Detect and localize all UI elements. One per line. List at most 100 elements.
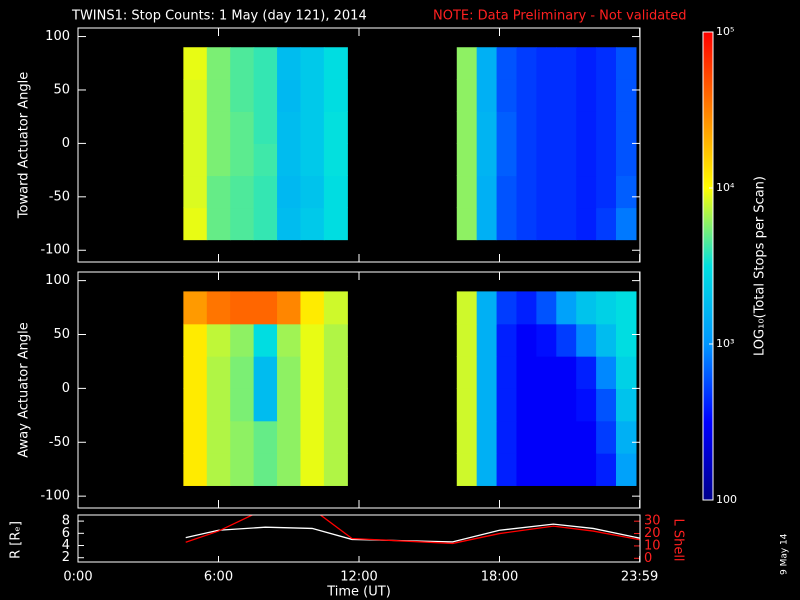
heatmap-cell [536, 79, 557, 112]
heatmap-cell [496, 207, 518, 241]
heatmap-cell [206, 143, 231, 177]
heatmap-cell [576, 453, 597, 486]
heatmap-cell [576, 356, 597, 389]
heatmap-cell [496, 453, 518, 486]
y-axis-label: Away Actuator Angle [17, 322, 32, 457]
heatmap-cell [253, 323, 278, 357]
y-tick-label: -50 [49, 435, 70, 450]
heatmap-cell [323, 356, 348, 389]
heatmap-cell [183, 79, 208, 112]
heatmap-cell [536, 111, 557, 144]
heatmap-cell [536, 47, 557, 80]
heatmap-cell [323, 323, 348, 357]
colorbar-label: LOG₁₀(Total Stops per Scan) [753, 176, 768, 356]
heatmap-cell [183, 143, 208, 177]
heatmap-cell [615, 388, 637, 422]
series-line [185, 515, 640, 545]
heatmap-cell [556, 175, 577, 209]
heatmap-cell [536, 453, 557, 486]
y-tick-label: 100 [45, 273, 70, 288]
heatmap-cell [230, 47, 255, 80]
heatmap-cell [456, 291, 478, 325]
heatmap-cell [253, 79, 278, 112]
heatmap-cell [476, 47, 498, 80]
heatmap-cell [496, 79, 518, 112]
heatmap-cell [300, 420, 325, 454]
heatmap-cell [456, 79, 478, 112]
heatmap-cell [277, 79, 302, 112]
heatmap-cell [496, 143, 518, 177]
heatmap-cell [536, 207, 557, 241]
heatmap-cell [300, 111, 325, 144]
heatmap-cell [536, 356, 557, 389]
heatmap-cell [556, 420, 577, 454]
colorbar-tick-label: 10⁵ [716, 25, 734, 38]
heatmap-cell [516, 420, 537, 454]
heatmap-cell [300, 356, 325, 389]
heatmap-cell [277, 111, 302, 144]
heatmap-cell [556, 79, 577, 112]
heatmap-cell [230, 111, 255, 144]
heatmap-cell [516, 207, 537, 241]
heatmap-cell [183, 175, 208, 209]
heatmap-cell [556, 207, 577, 241]
heatmap-cell [456, 420, 478, 454]
y-tick-label: 100 [45, 29, 70, 44]
heatmap-cell [496, 175, 518, 209]
heatmap-cell [556, 453, 577, 486]
heatmap-cell [615, 453, 637, 486]
heatmap-cell [615, 47, 637, 80]
heatmap-cell [183, 388, 208, 422]
heatmap-cell [496, 291, 518, 325]
heatmap-cell [300, 175, 325, 209]
heatmap-cell [206, 388, 231, 422]
heatmap-cell [516, 79, 537, 112]
heatmap-cell [536, 420, 557, 454]
heatmap-cell [206, 323, 231, 357]
heatmap-cell [596, 207, 617, 241]
heatmap-cell [476, 207, 498, 241]
heatmap-cell [476, 323, 498, 357]
heatmap-cell [476, 111, 498, 144]
heatmap-cell [516, 356, 537, 389]
heatmap-cell [496, 323, 518, 357]
heatmap-cell [206, 47, 231, 80]
heatmap-cell [476, 420, 498, 454]
heatmap-cell [516, 388, 537, 422]
heatmap-cell [516, 111, 537, 144]
heatmap-cell [456, 388, 478, 422]
heatmap-cell [300, 79, 325, 112]
heatmap-cell [183, 111, 208, 144]
x-tick-label: 18:00 [481, 570, 518, 585]
heatmap-cell [183, 323, 208, 357]
heatmap-cell [300, 207, 325, 241]
heatmap-cell [230, 356, 255, 389]
heatmap-cell [253, 47, 278, 80]
heatmap-cell [253, 143, 278, 177]
heatmap-cell [516, 143, 537, 177]
y-tick-label: 0 [62, 136, 70, 151]
heatmap-cell [323, 291, 348, 325]
colorbar-tick-label: 100 [716, 493, 737, 506]
heatmap-cell [253, 388, 278, 422]
heatmap-cell [516, 175, 537, 209]
heatmap-cell [206, 453, 231, 486]
heatmap-cell [576, 420, 597, 454]
heatmap-cell [253, 291, 278, 325]
heatmap-cell [576, 79, 597, 112]
heatmap-cell [323, 453, 348, 486]
heatmap-cell [456, 175, 478, 209]
heatmap-cell [206, 111, 231, 144]
heatmap-cell [576, 207, 597, 241]
heatmap-cell [576, 323, 597, 357]
heatmap-cell [230, 291, 255, 325]
x-tick-label: 0:00 [63, 570, 92, 585]
heatmap-cell [536, 143, 557, 177]
heatmap-cell [456, 453, 478, 486]
heatmap-cell [596, 356, 617, 389]
colorbar-tick-label: 10³ [716, 337, 734, 350]
heatmap-cell [456, 323, 478, 357]
heatmap-cell [300, 291, 325, 325]
heatmap-cell [476, 453, 498, 486]
heatmap-cell [615, 111, 637, 144]
